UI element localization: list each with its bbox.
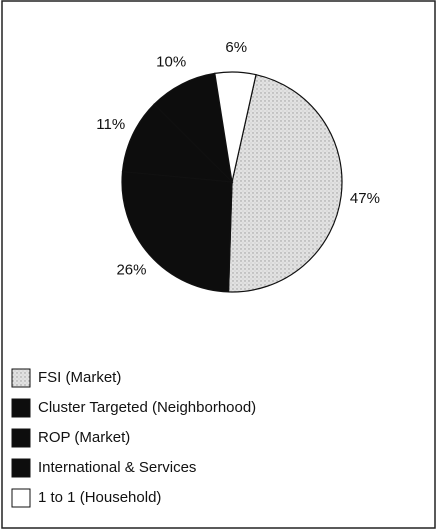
pie-slice [121, 170, 233, 293]
pie-slice [227, 73, 343, 293]
pie-slice [214, 71, 257, 183]
legend-label: 1 to 1 (Household) [38, 489, 161, 506]
legend-label: International & Services [38, 459, 196, 476]
legend-swatch [11, 458, 31, 478]
pie-slice [121, 103, 234, 183]
slice-label: 10% [156, 54, 186, 71]
slice-label: 47% [350, 190, 380, 207]
legend-swatch [11, 428, 31, 448]
legend-label: Cluster Targeted (Neighborhood) [38, 399, 256, 416]
legend-swatch [11, 398, 31, 418]
legend-swatch [11, 488, 31, 508]
legend-label: FSI (Market) [38, 369, 121, 386]
legend-label: ROP (Market) [38, 429, 130, 446]
slice-label: 6% [225, 39, 247, 56]
slice-label: 11% [96, 116, 125, 133]
slice-label: 26% [116, 262, 146, 279]
legend-swatch [11, 368, 31, 388]
